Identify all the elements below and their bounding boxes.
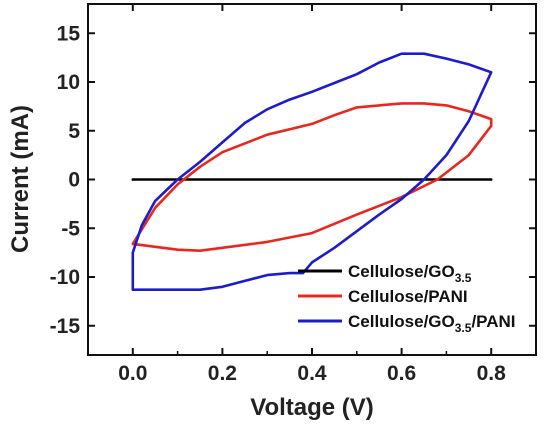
x-tick-label: 0.4 [297, 362, 327, 385]
y-tick-label: 0 [68, 169, 80, 192]
legend-label-main: Cellulose/GO [348, 262, 455, 281]
series-line [131, 52, 493, 292]
x-tick-label: 0.6 [387, 362, 416, 385]
y-tick-label: 10 [57, 71, 80, 94]
y-tick-label: -10 [50, 266, 80, 289]
legend-label-main: Cellulose/PANI [348, 287, 468, 306]
legend-label-sub: 3.5 [455, 321, 472, 335]
legend-label-main: Cellulose/GO [348, 312, 455, 331]
legend-label: Cellulose/GO3.5 [348, 262, 472, 285]
legend-label: Cellulose/PANI [348, 287, 468, 306]
plot-area [131, 52, 493, 292]
legend: Cellulose/GO3.5Cellulose/PANICellulose/G… [298, 262, 516, 335]
legend-label-sub: 3.5 [455, 271, 472, 285]
x-tick-label: 0.2 [208, 362, 237, 385]
y-tick-label: 15 [57, 22, 81, 45]
legend-label-tail: /PANI [471, 312, 515, 331]
series-line [131, 102, 493, 252]
y-axis-title: Current (mA) [7, 105, 34, 253]
axis-ticks: 0.0 0.2 0.4 0.6 0.8 -15 -10 -5 0 5 10 15 [50, 4, 536, 385]
x-tick-label: 0.0 [118, 362, 147, 385]
x-axis-title: Voltage (V) [250, 394, 374, 421]
x-tick-label: 0.8 [477, 362, 507, 385]
y-tick-label: -5 [61, 217, 80, 240]
y-tick-label: -15 [50, 315, 81, 338]
legend-label: Cellulose/GO3.5/PANI [348, 312, 516, 335]
y-tick-label: 5 [68, 120, 80, 143]
